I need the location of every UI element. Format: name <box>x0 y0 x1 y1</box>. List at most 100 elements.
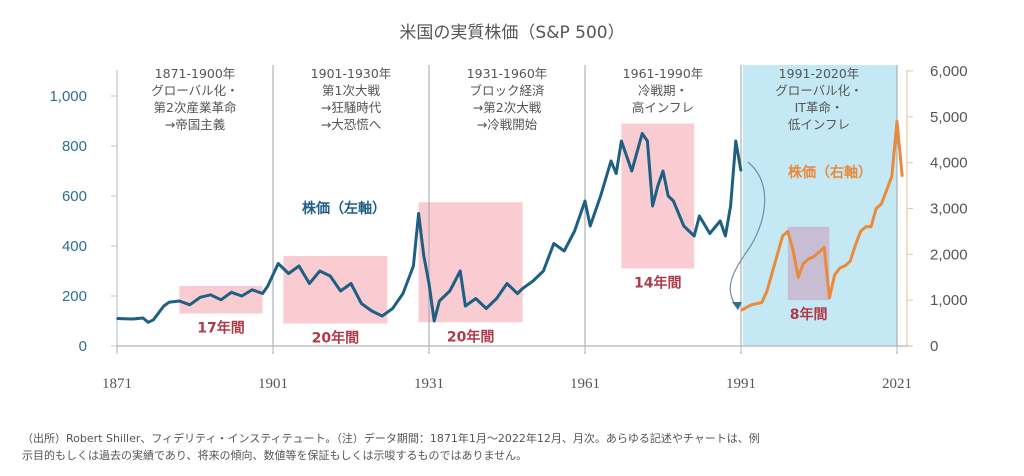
data-point <box>241 295 243 297</box>
left-tick-label: 0 <box>79 338 87 355</box>
right-tick-label: 3,000 <box>930 201 968 218</box>
x-tick-label: 1931 <box>414 376 444 392</box>
data-point <box>516 292 519 295</box>
left-tick-label: 800 <box>62 138 87 155</box>
data-point <box>709 232 711 235</box>
left-series-label: 株価（左軸） <box>302 200 386 217</box>
data-point <box>433 320 436 322</box>
era-label-line: →大恐慌へ <box>321 117 381 132</box>
left-tick-label: 1,000 <box>49 88 87 105</box>
data-point <box>657 185 659 187</box>
data-point <box>495 297 498 300</box>
right-axis-price-line <box>740 119 904 312</box>
stagnation-duration-label: 14年間 <box>634 275 681 292</box>
data-point <box>417 212 420 215</box>
stagnation-box <box>621 123 695 269</box>
data-point <box>261 292 264 295</box>
era-label-line: IT革命・ <box>795 100 844 115</box>
right-tick-label: 4,000 <box>930 155 968 172</box>
data-point <box>553 242 555 245</box>
data-point <box>459 270 462 272</box>
footnote: （出所）Robert Shiller、フィデリティ・インスティテュート。（注）デ… <box>22 430 1012 464</box>
data-point <box>168 301 170 304</box>
stagnation-duration-label: 20年間 <box>312 330 359 347</box>
data-point <box>875 207 877 210</box>
data-point <box>641 132 643 135</box>
data-point <box>230 291 233 294</box>
data-point <box>797 276 799 279</box>
data-point <box>131 318 134 320</box>
data-point <box>209 293 212 296</box>
data-point <box>428 282 430 285</box>
data-point <box>615 172 617 175</box>
data-point <box>651 205 654 207</box>
x-tick-label: 1871 <box>102 376 132 392</box>
era-label-line: 1931-1960年 <box>467 66 548 81</box>
era-label-line: 高インフレ <box>632 100 694 115</box>
data-point <box>631 170 633 172</box>
data-point <box>152 318 155 321</box>
data-point <box>839 267 841 269</box>
stagnation-duration-label: 17年間 <box>197 320 244 337</box>
data-point <box>475 297 477 300</box>
stagnation-duration-label: 20年間 <box>447 328 494 345</box>
data-point <box>792 248 794 251</box>
data-point <box>521 287 524 290</box>
data-point <box>178 300 181 302</box>
footnote-line-2: 示目的もしくは過去の実績であり、将来の傾向、数値等を保証もしくは示唆するものでは… <box>22 449 528 462</box>
data-point <box>391 307 394 310</box>
data-point <box>729 205 732 207</box>
x-tick-label: 1901 <box>258 376 288 392</box>
data-point <box>776 253 779 256</box>
era-label-line: 第2次産業革命 <box>154 100 237 115</box>
data-point <box>802 262 805 265</box>
era-label-line: 1991-2020年 <box>779 66 860 81</box>
data-point <box>277 262 280 265</box>
x-tick-label: 1961 <box>570 376 600 392</box>
data-point <box>698 215 701 217</box>
era-label-line: グローバル化・ <box>151 83 238 98</box>
data-point <box>402 292 404 295</box>
data-point <box>818 251 820 253</box>
data-point <box>865 226 867 228</box>
era-label-line: 冷戦期・ <box>638 83 688 98</box>
data-point <box>854 244 857 246</box>
x-tick-label: 1991 <box>726 376 756 392</box>
data-point <box>298 265 300 267</box>
era-label-line: 1871-1900年 <box>155 66 236 81</box>
data-point <box>807 258 810 260</box>
era-label-line: 第1次大戦 <box>322 83 380 98</box>
data-point <box>859 230 862 233</box>
data-point <box>542 270 545 272</box>
data-point <box>381 315 384 317</box>
arrow-head-icon <box>732 302 742 310</box>
data-point <box>449 290 451 292</box>
data-point <box>813 255 815 258</box>
data-point <box>750 303 753 306</box>
stagnation-duration-label: 8年間 <box>790 306 828 323</box>
data-point <box>147 321 149 324</box>
left-tick-label: 200 <box>62 288 87 305</box>
data-point <box>766 290 768 292</box>
data-point <box>849 260 851 263</box>
data-point <box>901 175 903 178</box>
data-point <box>693 235 695 237</box>
stagnation-box <box>787 226 830 301</box>
data-point <box>724 235 727 237</box>
data-point <box>485 307 488 310</box>
era-label-line: →帝国主義 <box>165 117 226 132</box>
data-point <box>885 189 888 191</box>
data-point <box>438 300 441 302</box>
era-label-line: →狂騒時代 <box>321 100 382 115</box>
data-point <box>672 200 675 202</box>
era-label-line: グローバル化・ <box>775 83 862 98</box>
x-tick-label: 2021 <box>882 376 912 392</box>
data-point <box>371 310 373 312</box>
data-point <box>828 297 831 299</box>
data-point <box>532 280 534 282</box>
left-tick-label: 400 <box>62 238 87 255</box>
data-point <box>412 265 415 267</box>
data-point <box>646 140 649 142</box>
axis-switch-arrow <box>729 161 766 307</box>
data-point <box>339 290 342 292</box>
